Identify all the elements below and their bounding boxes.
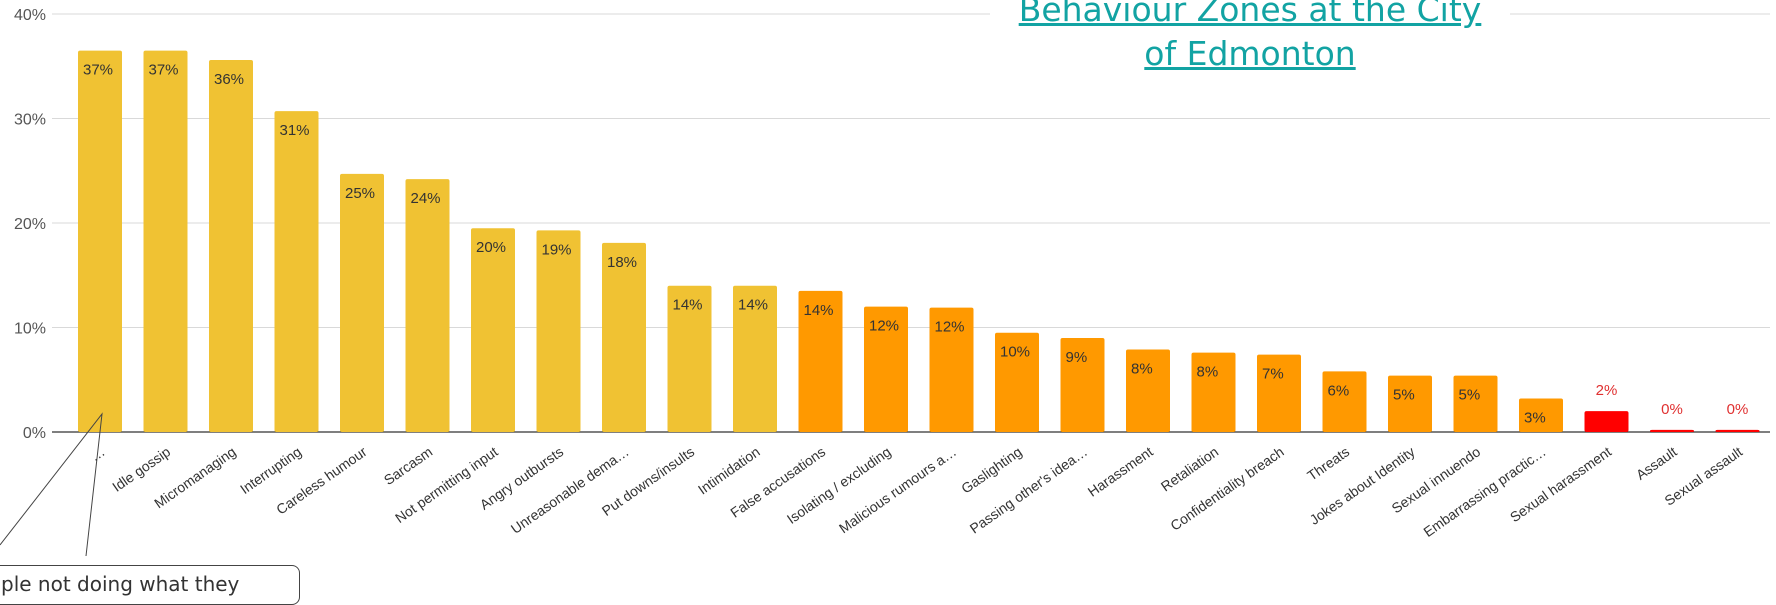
category-label: Harassment <box>1085 443 1156 499</box>
bar <box>405 179 450 432</box>
bar <box>929 307 974 432</box>
data-label: 14% <box>673 297 703 314</box>
data-label: 20% <box>476 239 506 256</box>
bar <box>143 50 188 432</box>
data-label: 24% <box>411 190 441 207</box>
bar <box>209 59 253 432</box>
data-label: 12% <box>869 318 899 335</box>
callout-pointer <box>0 412 103 557</box>
callout-text: ple not doing what they <box>1 572 240 596</box>
bar <box>536 230 581 432</box>
bar <box>995 332 1039 432</box>
category-label: Confidentiality breach <box>1167 443 1286 533</box>
category-label: Unreasonable dema… <box>508 443 632 536</box>
bar <box>798 290 843 432</box>
bar <box>274 111 319 432</box>
data-label: 8% <box>1197 364 1219 381</box>
category-label: Sarcasm <box>381 443 435 488</box>
bar <box>78 50 122 432</box>
y-tick-label: 40% <box>14 7 46 24</box>
bar <box>1388 375 1432 432</box>
data-label: 12% <box>935 319 965 336</box>
category-label: Passing other's idea… <box>967 443 1091 536</box>
bar <box>1060 337 1105 432</box>
category-label: Retaliation <box>1158 443 1221 494</box>
y-tick-label: 30% <box>14 112 46 129</box>
bar <box>1519 398 1563 432</box>
title-link-line2: of Edmonton <box>1144 34 1356 73</box>
bar <box>1322 371 1367 432</box>
bar <box>733 285 777 432</box>
data-label: 10% <box>1000 344 1030 361</box>
data-label: 7% <box>1262 366 1284 383</box>
category-label: Idle gossip <box>109 443 173 495</box>
data-label: 9% <box>1066 349 1088 366</box>
data-label: 37% <box>149 62 179 79</box>
category-label: Threats <box>1304 443 1352 483</box>
data-label: 19% <box>542 241 572 258</box>
bar <box>1715 429 1760 432</box>
bar <box>1584 411 1629 432</box>
category-label: Assault <box>1633 443 1680 483</box>
bar <box>1650 429 1694 432</box>
title-link-line1: Behaviour Zones at the City <box>1018 0 1482 29</box>
category-label: Malicious rumours a… <box>836 443 959 536</box>
bar <box>471 228 515 432</box>
callout-box: ple not doing what they <box>0 565 300 605</box>
bar <box>1453 375 1498 432</box>
y-tick-label: 0% <box>23 425 46 442</box>
bar <box>667 285 712 432</box>
data-label: 6% <box>1328 382 1350 399</box>
bar <box>1126 349 1170 432</box>
bar <box>340 173 384 432</box>
data-label: 14% <box>738 297 768 314</box>
bar <box>1257 354 1301 432</box>
chart-title-link[interactable]: Behaviour Zones at the City of Edmonton <box>990 0 1510 76</box>
data-label: 5% <box>1459 387 1481 404</box>
data-label: 18% <box>607 254 637 271</box>
data-label: 37% <box>83 62 113 79</box>
data-label: 0% <box>1661 401 1683 418</box>
category-label: Embarrassing practic… <box>1420 443 1548 540</box>
data-label: 2% <box>1596 382 1618 399</box>
bar <box>602 242 646 432</box>
data-label: 3% <box>1524 410 1546 427</box>
data-label: 8% <box>1131 360 1153 377</box>
bar <box>1191 352 1236 432</box>
data-label: 14% <box>804 302 834 319</box>
data-label: 25% <box>345 185 375 202</box>
y-tick-label: 20% <box>14 216 46 233</box>
bar <box>864 306 908 432</box>
data-label: 0% <box>1727 401 1749 418</box>
data-label: 5% <box>1393 387 1415 404</box>
data-label: 31% <box>280 122 310 139</box>
category-label: Jokes about Identity <box>1307 443 1418 528</box>
data-label: 36% <box>214 71 244 88</box>
y-tick-label: 10% <box>14 321 46 338</box>
